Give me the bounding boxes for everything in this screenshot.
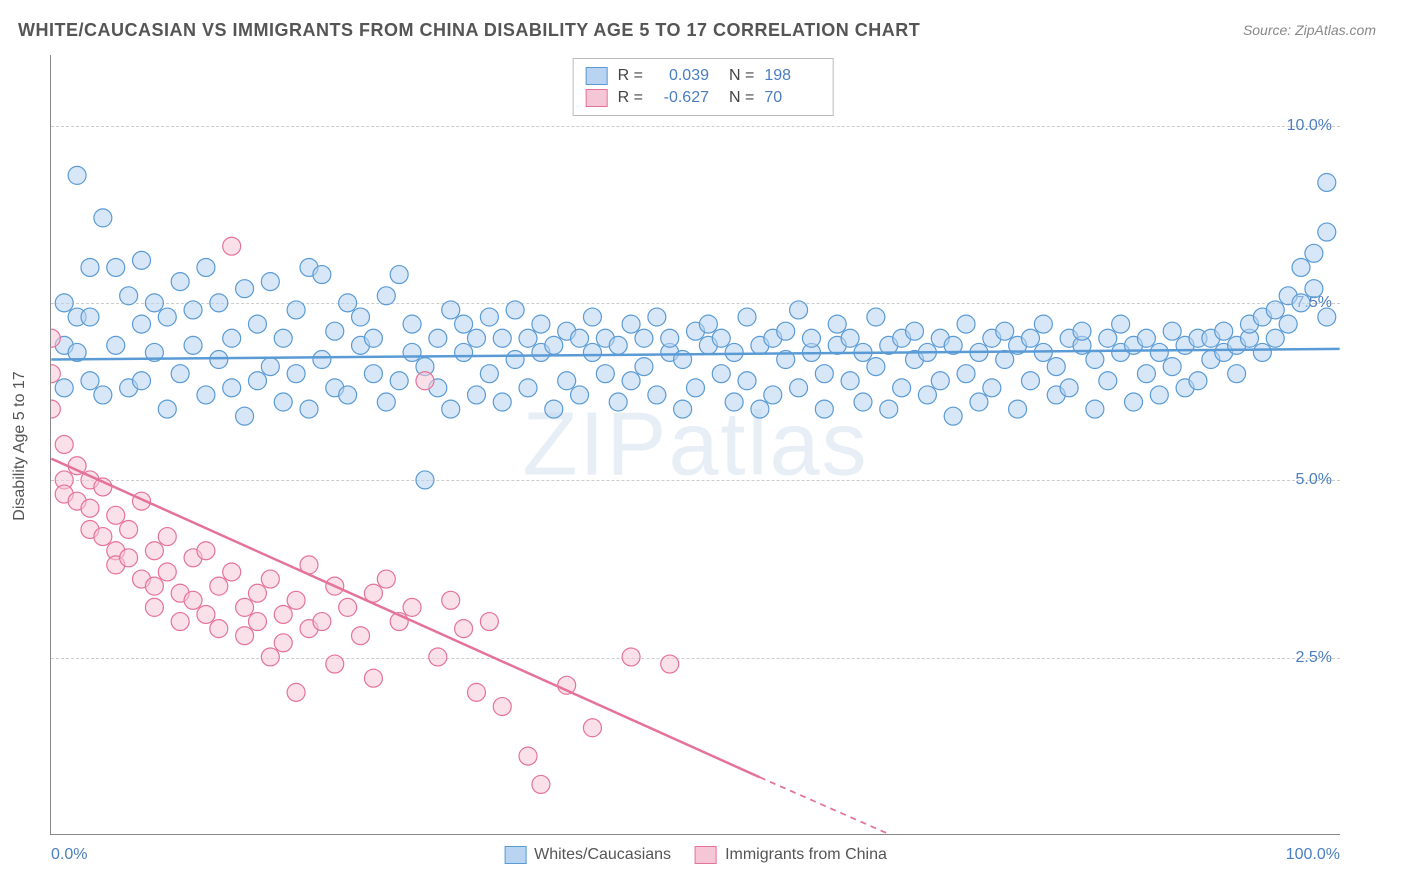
legend-swatch-series1 xyxy=(504,846,526,864)
r-value-series1: 0.039 xyxy=(653,67,709,85)
r-value-series2: -0.627 xyxy=(653,89,709,107)
legend-label-series1: Whites/Caucasians xyxy=(534,846,671,864)
stats-swatch-series1 xyxy=(586,67,608,85)
x-tick-left: 0.0% xyxy=(51,846,87,864)
legend-item-series2: Immigrants from China xyxy=(695,846,887,864)
n-value-series2: 70 xyxy=(764,89,820,107)
r-label: R = xyxy=(618,67,643,85)
n-value-series1: 198 xyxy=(764,67,820,85)
chart-title: WHITE/CAUCASIAN VS IMMIGRANTS FROM CHINA… xyxy=(18,20,920,41)
scatter-plot-svg xyxy=(51,55,1340,834)
n-label: N = xyxy=(729,89,754,107)
stats-swatch-series2 xyxy=(586,89,608,107)
bottom-legend: Whites/Caucasians Immigrants from China xyxy=(504,846,887,864)
legend-label-series2: Immigrants from China xyxy=(725,846,887,864)
chart-plot-area: ZIPatlas Whites/Caucasians Immigrants fr… xyxy=(50,55,1340,835)
stats-row-series2: R = -0.627 N = 70 xyxy=(586,87,821,109)
stats-row-series1: R = 0.039 N = 198 xyxy=(586,65,821,87)
x-tick-right: 100.0% xyxy=(1286,846,1340,864)
correlation-stats-box: R = 0.039 N = 198 R = -0.627 N = 70 xyxy=(573,58,834,116)
y-axis-label: Disability Age 5 to 17 xyxy=(11,371,29,520)
r-label: R = xyxy=(618,89,643,107)
legend-item-series1: Whites/Caucasians xyxy=(504,846,671,864)
n-label: N = xyxy=(729,67,754,85)
source-name: ZipAtlas.com xyxy=(1295,22,1376,38)
source-prefix: Source: xyxy=(1243,22,1295,38)
source-attribution: Source: ZipAtlas.com xyxy=(1243,22,1376,38)
legend-swatch-series2 xyxy=(695,846,717,864)
